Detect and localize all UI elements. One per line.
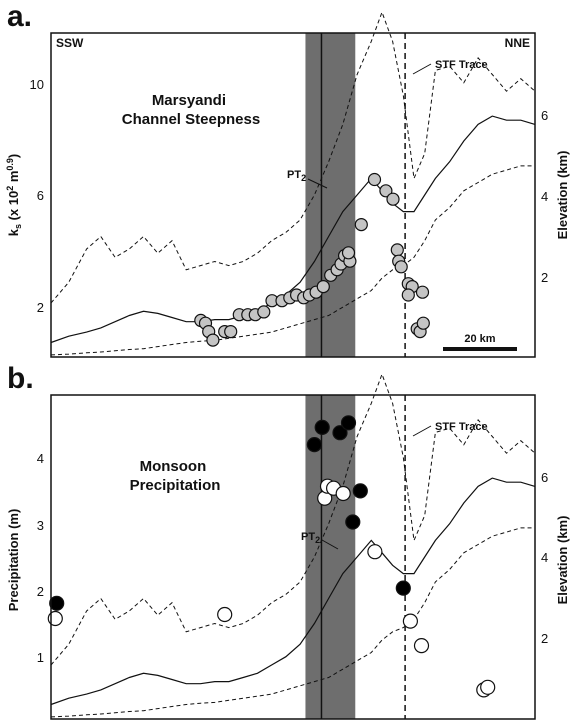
y-tick-label: 3: [37, 518, 44, 533]
gray-data-point: [391, 244, 403, 256]
corner-ssw: SSW: [56, 36, 84, 50]
title-line-2: Precipitation: [130, 477, 221, 494]
y-tick-label: 6: [541, 470, 548, 485]
stf-leader: [413, 426, 431, 436]
gray-data-point: [343, 247, 355, 259]
y-axis-left: 10 6 2: [30, 77, 44, 315]
gray-data-point: [355, 219, 367, 231]
black-data-point: [353, 484, 367, 498]
y-tick-label: 2: [37, 584, 44, 599]
title-line-1: Marsyandi: [152, 92, 226, 109]
y-tick-label: 1: [37, 650, 44, 665]
stf-label: STF Trace: [435, 59, 488, 71]
plot-frame: [51, 395, 535, 719]
y-tick-label: 2: [541, 270, 548, 285]
title-line-1: Monsoon: [140, 458, 207, 475]
white-data-point: [368, 545, 382, 559]
chart-title: Monsoon Precipitation: [130, 458, 221, 494]
gray-data-point: [207, 334, 219, 346]
gray-data-point: [369, 174, 381, 186]
pt2-text: PT: [287, 169, 301, 181]
title-line-2: Channel Steepness: [122, 111, 260, 128]
panel-b-label: b.: [7, 362, 34, 395]
gray-data-point: [417, 286, 429, 298]
scale-bar-label: 20 km: [464, 333, 495, 345]
y-tick-label: 4: [541, 189, 548, 204]
white-data-point: [415, 639, 429, 653]
y-tick-label: 4: [37, 451, 44, 466]
gray-data-point: [225, 326, 237, 338]
gray-data-point: [317, 281, 329, 293]
pt2-subscript: 2: [315, 535, 320, 545]
precipitation-points: [48, 416, 494, 697]
y-tick-label: 2: [37, 300, 44, 315]
elevation-mean-line: [51, 116, 535, 342]
panel-a: a. SSW NNE Marsyandi Channel Steepness S…: [5, 0, 570, 357]
black-data-point: [315, 420, 329, 434]
y-axis-right-title: Elevation (km): [555, 516, 570, 605]
stf-label: STF Trace: [435, 421, 488, 433]
y-axis-right: 6 4 2: [541, 470, 548, 646]
y-tick-label: 6: [541, 108, 548, 123]
pt2-label: PT2: [287, 169, 306, 183]
elevation-max-line: [51, 12, 535, 303]
y-tick-label: 4: [541, 550, 548, 565]
pt2-subscript: 2: [301, 173, 306, 183]
gray-data-point: [417, 317, 429, 329]
elevation-mean-line: [51, 478, 535, 704]
black-data-point: [50, 596, 64, 610]
y-axis-left-title: Precipitation (m): [6, 509, 21, 612]
y-tick-label: 6: [37, 188, 44, 203]
black-data-point: [307, 438, 321, 452]
gray-data-point: [395, 261, 407, 273]
corner-nne: NNE: [505, 36, 530, 50]
y-tick-label: 2: [541, 631, 548, 646]
pt2-band: [305, 33, 355, 357]
white-data-point: [481, 680, 495, 694]
plot-frame: [51, 33, 535, 357]
white-data-point: [403, 614, 417, 628]
elevation-min-line: [51, 528, 535, 717]
black-data-point: [346, 515, 360, 529]
stf-leader: [413, 64, 431, 74]
elevation-min-line: [51, 166, 535, 355]
y-axis-right-title: Elevation (km): [555, 151, 570, 240]
chart-title: Marsyandi Channel Steepness: [122, 92, 260, 128]
panel-b: b. Monsoon Precipitation STF Trace PT2 4…: [6, 362, 570, 719]
black-data-point: [396, 581, 410, 595]
y-tick-label: 10: [30, 77, 44, 92]
gray-data-point: [402, 289, 414, 301]
white-data-point: [218, 608, 232, 622]
y-axis-left: 4 3 2 1: [37, 451, 44, 665]
y-axis-left-title: ks (x 102 m0.9): [5, 154, 23, 237]
white-data-point: [336, 487, 350, 501]
y-axis-right: 6 4 2: [541, 108, 548, 285]
gray-data-point: [258, 306, 270, 318]
gray-data-point: [387, 193, 399, 205]
black-data-point: [342, 416, 356, 430]
elevation-max-line: [51, 374, 535, 665]
panel-a-label: a.: [7, 0, 32, 33]
pt2-text: PT: [301, 531, 315, 543]
